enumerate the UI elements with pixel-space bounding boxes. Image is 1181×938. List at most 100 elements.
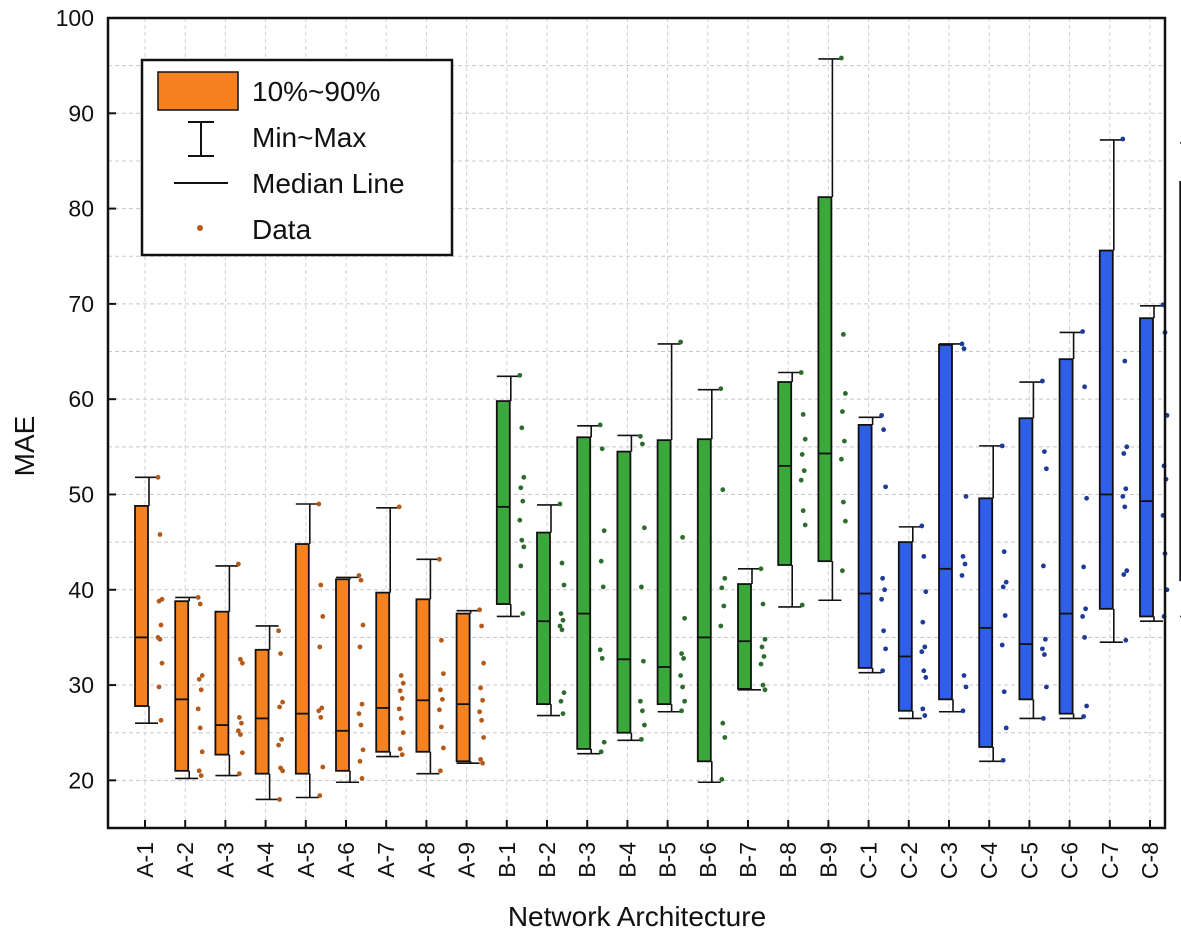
data-point (521, 544, 527, 550)
data-point (517, 372, 523, 378)
data-point (198, 687, 204, 693)
data-point (397, 746, 403, 752)
data-point (761, 654, 767, 659)
box-c-8 (1139, 317, 1154, 618)
data-point (479, 623, 484, 629)
data-point (1042, 652, 1047, 657)
box-a-5 (294, 543, 310, 775)
data-point (1124, 568, 1130, 574)
data-point (1124, 444, 1130, 450)
data-point (440, 696, 445, 702)
data-point (760, 682, 766, 688)
data-point (157, 636, 163, 642)
legend-data-label: Data (252, 214, 312, 245)
data-point (1041, 716, 1046, 721)
data-point (923, 589, 929, 595)
data-point (280, 768, 285, 774)
x-tick-label: A-4 (253, 842, 279, 878)
y-tick-label: 50 (68, 481, 94, 507)
box-a-2 (174, 600, 190, 772)
data-point (802, 436, 808, 442)
data-point (920, 706, 926, 712)
data-point (999, 642, 1005, 648)
data-point (599, 446, 605, 452)
box-c-1 (857, 424, 873, 669)
data-point (881, 427, 886, 433)
data-point (357, 758, 363, 764)
data-point (240, 750, 245, 756)
data-point (1041, 563, 1046, 569)
data-point (157, 532, 163, 537)
data-point (561, 582, 567, 588)
data-point (238, 656, 243, 662)
data-point (919, 523, 925, 529)
x-tick-label: B-5 (655, 842, 681, 878)
data-point (963, 493, 969, 499)
data-point (358, 577, 364, 583)
data-point (1080, 614, 1085, 619)
data-point (400, 680, 406, 686)
box-b-3 (576, 436, 592, 750)
data-point (1003, 725, 1009, 731)
y-tick-label: 80 (68, 196, 94, 222)
data-point (639, 736, 644, 742)
data-point (279, 736, 284, 742)
data-point (195, 706, 201, 712)
x-tick-label: A-3 (212, 842, 238, 878)
x-tick-label: B-6 (695, 842, 721, 878)
box-series (134, 58, 1181, 801)
legend-whisker-label: Min~Max (252, 122, 366, 153)
data-point (199, 749, 205, 755)
x-tick-label: C-1 (856, 842, 882, 879)
data-point (156, 684, 162, 690)
data-point (236, 728, 241, 734)
data-point (600, 584, 606, 590)
data-point (598, 558, 604, 564)
data-point (598, 749, 604, 755)
data-point (480, 697, 485, 703)
data-point (843, 518, 848, 524)
box-c-6 (1058, 358, 1074, 715)
data-point (236, 561, 241, 567)
data-point (963, 684, 969, 690)
data-point (561, 690, 567, 696)
data-point (560, 711, 566, 717)
data-point (922, 644, 928, 650)
data-point (155, 474, 161, 480)
data-point (316, 501, 322, 507)
legend-data-swatch (197, 225, 203, 231)
data-point (1044, 684, 1049, 690)
data-point (639, 584, 644, 590)
box-b-9 (817, 196, 833, 563)
data-point (360, 622, 366, 628)
data-point (718, 386, 724, 392)
data-point (1082, 635, 1087, 640)
data-point (680, 534, 685, 540)
data-point (398, 716, 404, 721)
x-tick-label: B-2 (534, 842, 560, 878)
data-point (1003, 579, 1009, 585)
data-point (481, 660, 486, 666)
data-point (638, 698, 643, 704)
data-point (438, 768, 443, 774)
data-point (840, 409, 845, 414)
data-point (316, 708, 322, 714)
data-point (758, 661, 764, 667)
box-c-7 (1098, 249, 1114, 610)
data-point (640, 708, 645, 714)
data-point (720, 487, 726, 493)
data-point (1121, 451, 1127, 456)
data-point (276, 742, 281, 748)
data-point (921, 668, 927, 674)
y-tick-label: 60 (68, 386, 94, 412)
data-point (960, 554, 966, 559)
box-b-8 (777, 381, 793, 566)
x-tick-label: A-6 (333, 842, 359, 878)
legend-median-label: Median Line (252, 168, 405, 199)
x-tick-label: A-1 (132, 842, 158, 878)
data-point (1000, 584, 1006, 590)
legend: 10%~90% Min~Max Median Line Data (140, 58, 454, 257)
data-point (156, 598, 162, 604)
data-point (1043, 636, 1048, 642)
